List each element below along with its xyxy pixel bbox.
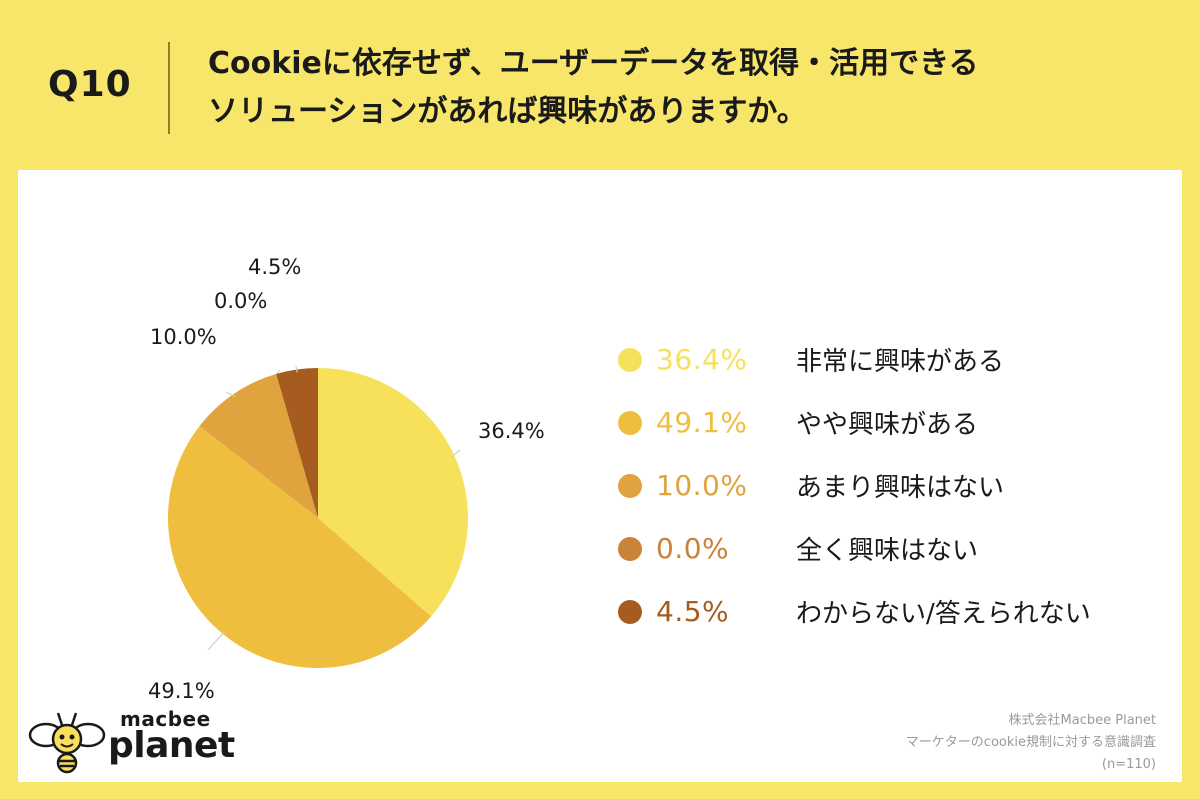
macbee-planet-logo: macbee planet — [28, 705, 238, 775]
legend-percentage: 10.0% — [656, 469, 748, 502]
legend-swatch — [618, 536, 642, 561]
legend-percentage: 4.5% — [656, 595, 730, 628]
question-text: Cookieに依存せず、ユーザーデータを取得・活用できる ソリューションがあれば… — [208, 40, 1168, 136]
legend-item: 49.1% やや興味がある — [618, 391, 1178, 454]
pie-leader-line — [275, 369, 281, 375]
logo-text-planet: planet — [108, 725, 235, 766]
question-number: Q10 — [48, 64, 132, 105]
pie-data-label: 10.0% — [150, 325, 217, 349]
legend-item: 4.5% わからない/答えられない — [618, 580, 1178, 643]
pie-data-label: 36.4% — [478, 419, 545, 443]
legend-swatch — [618, 410, 642, 435]
legend-percentage: 49.1% — [656, 406, 748, 439]
pie-leader-line — [207, 631, 226, 651]
legend-swatch — [618, 599, 642, 624]
pie-leader-line — [451, 449, 461, 458]
source-company: 株式会社Macbee Planet — [1008, 713, 1156, 728]
header-divider — [168, 42, 170, 134]
source-sample-size: (n=110) — [1101, 757, 1156, 772]
legend-percentage: 36.4% — [656, 343, 748, 376]
legend-item: 36.4% 非常に興味がある — [618, 328, 1178, 391]
legend-label: 全く興味はない — [796, 536, 979, 566]
legend-percentage: 0.0% — [656, 532, 730, 565]
legend-label: あまり興味はない — [796, 473, 1005, 503]
bee-icon — [28, 712, 106, 774]
legend-swatch — [618, 473, 642, 498]
pie-slice-4 — [276, 368, 318, 518]
pie-leader-line — [225, 391, 236, 397]
legend-label: わからない/答えられない — [796, 599, 1091, 629]
pie-data-label: 49.1% — [148, 679, 215, 703]
pie-slice-2 — [199, 373, 318, 518]
pie-data-label: 0.0% — [214, 289, 267, 313]
chart-legend: 36.4% 非常に興味がある 49.1% やや興味がある 10.0% あまり興味はない 0.… — [618, 328, 1178, 643]
legend-label: やや興味がある — [796, 410, 979, 440]
question-line-1: Cookieに依存せず、ユーザーデータを取得・活用できる — [208, 46, 979, 81]
pie-leader-line — [295, 365, 298, 373]
legend-item: 10.0% あまり興味はない — [618, 454, 1178, 517]
source-note: 株式会社Macbee Planet マーケターのcookie規制に対する意識調査… — [906, 710, 1156, 776]
pie-data-label: 4.5% — [248, 255, 301, 279]
legend-item: 0.0% 全く興味はない — [618, 517, 1178, 580]
legend-swatch — [618, 347, 642, 372]
question-line-2: ソリューションがあれば興味がありますか。 — [208, 94, 807, 129]
pie-slice-1 — [167, 426, 432, 669]
pie-slice-0 — [318, 368, 468, 617]
logo-text-macbee: macbee — [120, 707, 211, 731]
chart-card: 36.4% 49.1% 10.0% 0.0% 4.5% 36.4% 非常に興味がある 49.… — [18, 170, 1182, 782]
source-survey: マーケターのcookie規制に対する意識調査 — [905, 735, 1156, 750]
pie-chart: 36.4% 49.1% 10.0% 0.0% 4.5% — [148, 255, 545, 703]
legend-label: 非常に興味がある — [796, 347, 1005, 377]
